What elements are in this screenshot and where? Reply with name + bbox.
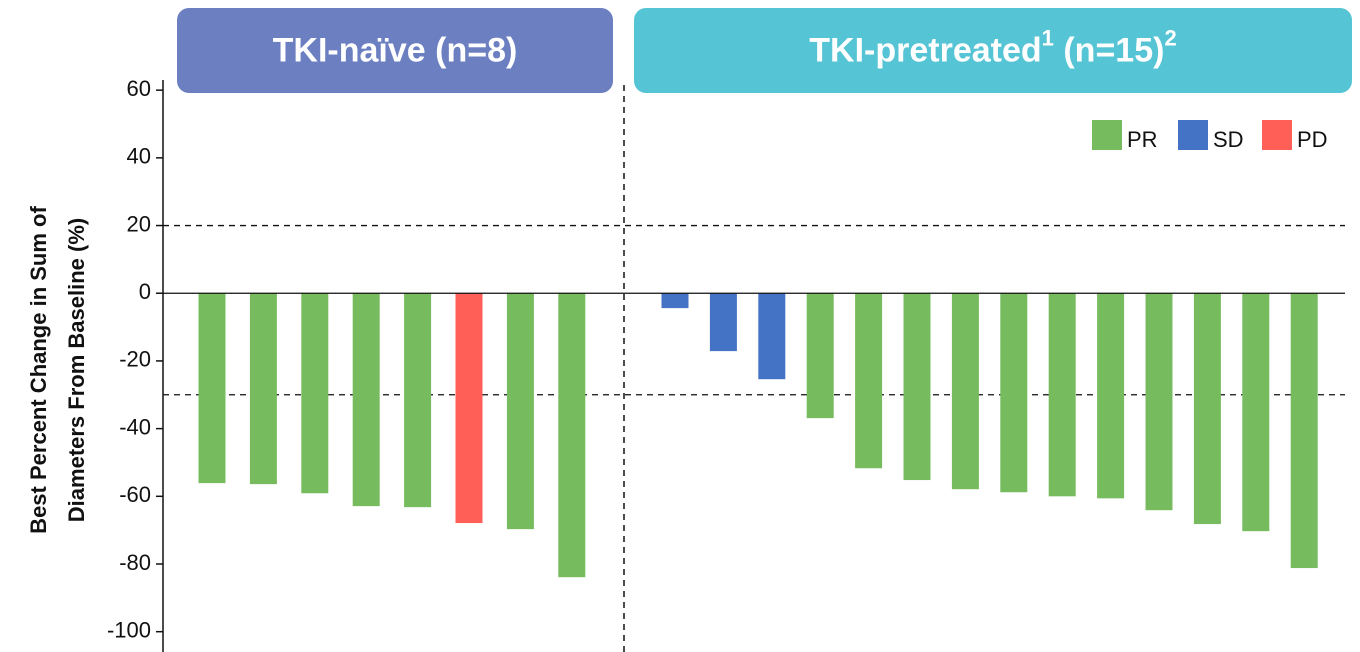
legend-label: SD xyxy=(1213,127,1244,152)
bar xyxy=(249,293,277,485)
bar xyxy=(855,293,883,469)
y-tick-label: 0 xyxy=(139,279,151,304)
y-tick-label: -40 xyxy=(119,414,151,439)
bar xyxy=(301,293,329,494)
bar xyxy=(661,293,689,309)
bar xyxy=(1290,293,1318,569)
bar xyxy=(352,293,380,507)
bar xyxy=(1193,293,1221,525)
bar xyxy=(1048,293,1076,497)
bar xyxy=(1097,293,1125,499)
group-header xyxy=(634,8,1352,93)
legend-label: PR xyxy=(1127,127,1158,152)
bar xyxy=(404,293,432,508)
group-title: TKI-naïve (n=8) xyxy=(273,31,518,69)
y-tick-label: -80 xyxy=(119,550,151,575)
bar xyxy=(951,293,979,490)
y-tick-label: -20 xyxy=(119,347,151,372)
legend-label: PD xyxy=(1297,127,1328,152)
bar xyxy=(1242,293,1270,532)
y-tick-label: -100 xyxy=(107,618,151,643)
legend-swatch xyxy=(1092,120,1122,150)
title-part: TKI-naïve (n=8) xyxy=(273,31,518,69)
group-header xyxy=(177,8,613,93)
legend-swatch xyxy=(1178,120,1208,150)
y-tick-label: -60 xyxy=(119,482,151,507)
y-axis-label-line: Diameters From Baseline (%) xyxy=(64,218,89,522)
bar xyxy=(903,293,931,481)
y-tick-label: 20 xyxy=(127,211,151,236)
bar xyxy=(558,293,586,578)
title-part: TKI-pretreated xyxy=(809,31,1041,69)
bar xyxy=(709,293,737,352)
bar xyxy=(506,293,534,530)
y-axis-label-line: Best Percent Change in Sum of xyxy=(26,206,51,534)
y-axis-label: Best Percent Change in Sum of Diameters F… xyxy=(26,206,89,534)
bar xyxy=(1000,293,1028,493)
y-tick-label: 40 xyxy=(127,144,151,169)
bar xyxy=(1145,293,1173,511)
superscript: 2 xyxy=(1164,26,1176,51)
legend-swatch xyxy=(1262,120,1292,150)
superscript: 1 xyxy=(1042,26,1054,51)
bar xyxy=(758,293,786,380)
bar xyxy=(455,293,483,524)
bar xyxy=(198,293,226,484)
title-part: (n=15) xyxy=(1054,31,1165,69)
group-title: TKI-pretreated1 (n=15)2 xyxy=(809,26,1176,70)
bar xyxy=(806,293,834,419)
y-tick-label: 60 xyxy=(127,76,151,101)
